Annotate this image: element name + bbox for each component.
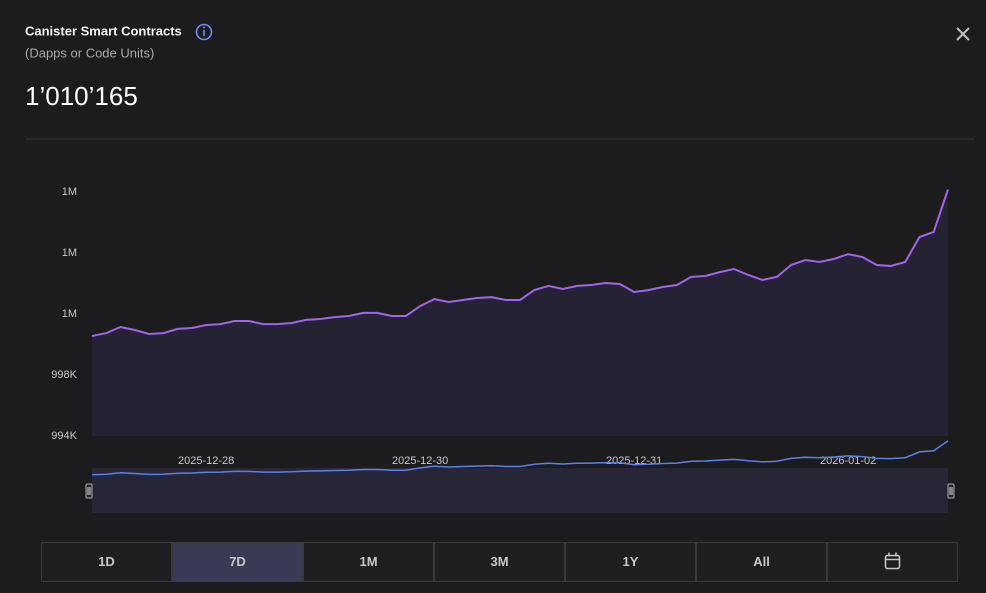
button-label: 1Y bbox=[623, 554, 639, 569]
button-frame bbox=[696, 542, 827, 582]
button-label: 7D bbox=[229, 554, 246, 569]
area bbox=[92, 189, 948, 436]
line bbox=[91, 189, 949, 337]
y-tick-label: 1M bbox=[62, 186, 77, 198]
button-label: 1D bbox=[98, 554, 115, 569]
range-button[interactable]: 3M bbox=[434, 542, 565, 582]
handle-body bbox=[947, 483, 955, 499]
button-frame bbox=[303, 542, 434, 582]
handle-body bbox=[85, 483, 93, 499]
button-label: All bbox=[753, 554, 770, 569]
range-button[interactable]: 7D bbox=[172, 542, 303, 582]
info-icon[interactable] bbox=[195, 23, 213, 41]
navigator-handle[interactable] bbox=[947, 483, 955, 499]
y-tick-label: 1M bbox=[62, 308, 77, 320]
navigator-handle[interactable] bbox=[85, 483, 93, 499]
y-tick-label: 998K bbox=[51, 369, 77, 381]
navigator-line bbox=[91, 440, 949, 476]
y-tick-label: 994K bbox=[51, 430, 77, 442]
y-tick-label: 1M bbox=[62, 247, 77, 259]
button-frame bbox=[565, 542, 696, 582]
button-label: 3M bbox=[490, 554, 508, 569]
navigator-background bbox=[92, 468, 948, 513]
close-button[interactable] bbox=[956, 27, 970, 41]
button-frame bbox=[41, 542, 172, 582]
x-tick-label: 2026-01-02 bbox=[820, 455, 876, 467]
button-label: 1M bbox=[359, 554, 377, 569]
range-button[interactable]: 1M bbox=[303, 542, 434, 582]
x-tick-label: 2025-12-28 bbox=[178, 455, 234, 467]
button-frame bbox=[434, 542, 565, 582]
subtitle: (Dapps or Code Units) bbox=[25, 45, 154, 60]
headline-value: 1’010’165 bbox=[25, 81, 138, 111]
range-button[interactable]: 1D bbox=[41, 542, 172, 582]
button-frame bbox=[827, 542, 958, 582]
x-tick-label: 2025-12-30 bbox=[392, 455, 448, 467]
calendar-icon bbox=[884, 554, 901, 570]
range-button[interactable]: 1Y bbox=[565, 542, 696, 582]
title: Canister Smart Contracts bbox=[25, 23, 182, 38]
button-frame bbox=[172, 542, 303, 582]
range-button[interactable]: All bbox=[696, 542, 827, 582]
range-button[interactable] bbox=[827, 542, 958, 582]
